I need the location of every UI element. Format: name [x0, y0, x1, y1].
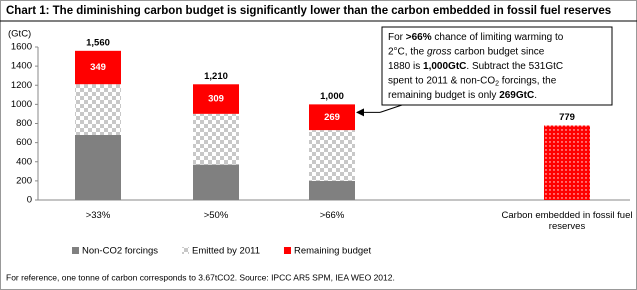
y-tick-label: 1200 — [11, 80, 32, 91]
y-tick-label: 800 — [16, 118, 32, 129]
annotation-text: gross — [427, 46, 451, 57]
chart-title: Chart 1: The diminishing carbon budget i… — [6, 5, 611, 17]
annotation-text: remaining budget is only — [388, 90, 499, 101]
annotation-line: spent to 2011 & non-CO2 forcings, the — [388, 75, 557, 88]
legend-label: Remaining budget — [294, 246, 371, 257]
y-tick-label: 1600 — [11, 42, 32, 53]
footnote: For reference, one tonne of carbon corre… — [6, 272, 395, 282]
x-tick-label: >66% — [319, 210, 345, 221]
legend-swatch — [72, 247, 79, 254]
x-tick-label-box: Carbon embedded in fossil fuel reserves — [501, 210, 633, 232]
y-tick-label: 1400 — [11, 61, 32, 72]
x-tick-label: >50% — [203, 210, 229, 221]
annotation-text: . — [534, 90, 537, 101]
legend-label: Emitted by 2011 — [192, 246, 260, 257]
y-tick-label: 400 — [16, 156, 32, 167]
total-label: 779 — [559, 112, 575, 123]
value-label: 269 — [324, 112, 340, 123]
annotation-box — [381, 26, 613, 106]
annotation-text: 1,000GtC — [423, 61, 466, 72]
x-tick-label-box: >50% — [203, 210, 229, 221]
annotation-text: >66% — [406, 32, 432, 43]
value-label: 349 — [90, 62, 106, 73]
y-tick-label: 200 — [16, 175, 32, 186]
y-tick-label: 600 — [16, 137, 32, 148]
annotation-line: For >66% chance of limiting warming to — [388, 32, 564, 43]
annotation-text: spent to 2011 & non-CO — [388, 75, 495, 86]
bar-segment — [309, 130, 355, 181]
x-tick-label: Carbon embedded in fossil fuel reserves — [501, 210, 633, 232]
x-tick-label-box: >33% — [85, 210, 111, 221]
annotation-text: 2 — [495, 81, 499, 88]
total-label: 1,560 — [86, 37, 110, 48]
x-tick-label: >33% — [85, 210, 111, 221]
annotation-text: 1880 is — [388, 61, 423, 72]
x-tick-label-box: >66% — [319, 210, 345, 221]
y-tick-label: 1000 — [11, 99, 32, 110]
annotation-line: 1880 is 1,000GtC. Subtract the 531GtC — [388, 61, 563, 72]
bar-segment — [309, 104, 355, 131]
bar-segment — [544, 125, 590, 200]
y-axis-label: (GtC) — [8, 29, 31, 40]
annotation-text: forcings, the — [499, 75, 557, 86]
annotation-line: 2°C, the gross carbon budget since — [388, 46, 545, 57]
bar-segment — [75, 84, 121, 135]
legend-label: Non-CO2 forcings — [82, 246, 158, 257]
annotation-text: chance of limiting warming to — [432, 32, 564, 43]
bar-segment — [193, 113, 239, 165]
total-label: 1,210 — [204, 71, 228, 82]
bar-segment — [75, 50, 121, 85]
annotation-text: For — [388, 32, 406, 43]
annotation-line: remaining budget is only 269GtC. — [388, 90, 537, 101]
bar-segment — [309, 180, 355, 200]
annotation-text: 2°C, the — [388, 46, 427, 57]
annotation-text: 269GtC — [499, 90, 534, 101]
annotation-text: . Subtract the 531GtC — [466, 61, 563, 72]
bar-segment — [193, 84, 239, 114]
annotation-text: carbon budget since — [451, 46, 544, 57]
total-label: 1,000 — [320, 91, 344, 102]
bar-segment — [193, 164, 239, 200]
legend-swatch — [182, 247, 190, 254]
annotation-connector — [379, 104, 403, 113]
y-tick-label: 0 — [27, 195, 32, 206]
value-label: 309 — [208, 94, 224, 105]
bar-segment — [75, 134, 121, 200]
legend-swatch — [283, 247, 291, 254]
